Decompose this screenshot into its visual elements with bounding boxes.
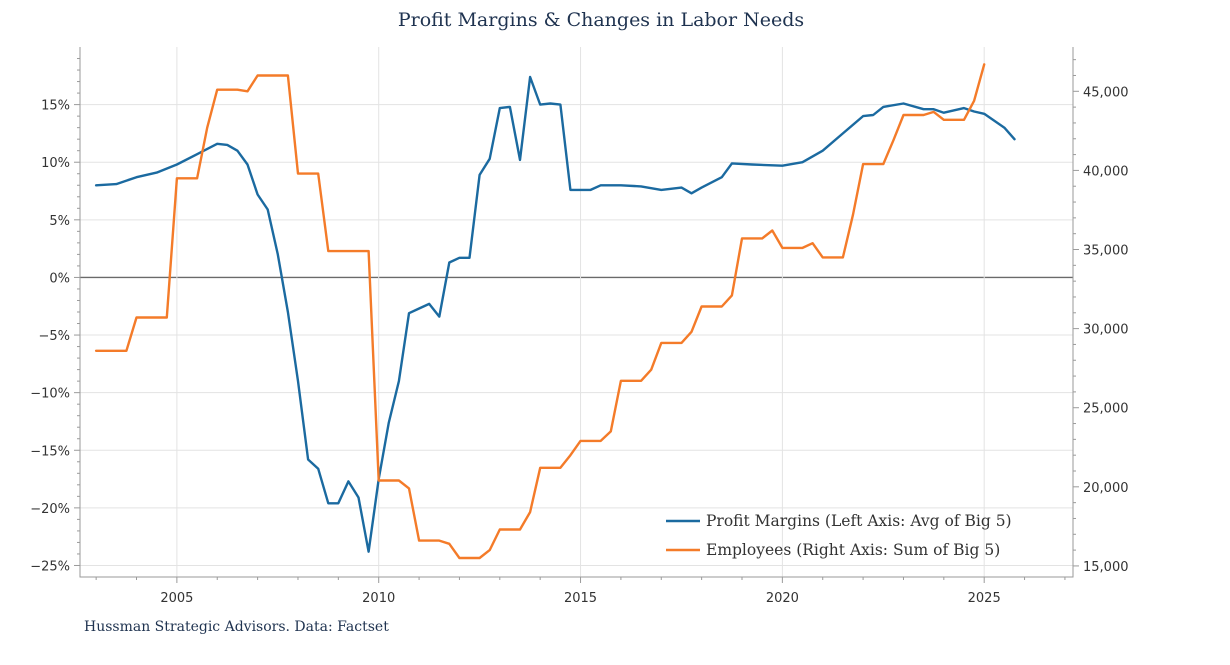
y-left-tick-label: 0%: [49, 271, 70, 286]
y-right-tick-label: 30,000: [1083, 323, 1129, 338]
axis-layer: 15% 10% 5% 0% −5% −10% −15% −20% −25% 45,000 40,00…: [30, 47, 1129, 606]
grid-layer: [80, 47, 1073, 577]
y-left-tick-label: −20%: [30, 502, 70, 517]
profit-margins-line: [94, 75, 1016, 553]
plot-frame: [79, 47, 1074, 578]
x-tick-label: 2020: [766, 591, 799, 606]
chart-title: Profit Margins & Changes in Labor Needs: [398, 9, 804, 31]
y-right-tick-label: 15,000: [1083, 560, 1129, 575]
y-left-tick-label: −15%: [30, 444, 70, 459]
x-tick-label: 2010: [362, 591, 395, 606]
y-left-tick-label: −5%: [38, 329, 70, 344]
source-note: Hussman Strategic Advisors. Data: Factse…: [84, 619, 389, 635]
series-layer: [94, 63, 1016, 560]
y-right-tick-label: 35,000: [1083, 244, 1129, 259]
y-right-tick-label: 40,000: [1083, 164, 1129, 179]
x-tick-label: 2005: [160, 591, 193, 606]
legend: Profit Margins (Left Axis: Avg of Big 5)…: [666, 512, 1012, 559]
x-tick-label: 2025: [968, 591, 1001, 606]
y-left-tick-label: 5%: [49, 214, 70, 229]
y-right-tick-label: 45,000: [1083, 85, 1129, 100]
y-left-tick-label: −25%: [30, 559, 70, 574]
x-tick-label: 2015: [564, 591, 597, 606]
y-left-tick-label: 10%: [41, 156, 70, 171]
legend-label-employees: Employees (Right Axis: Sum of Big 5): [706, 541, 1000, 559]
employees-line: [94, 63, 986, 560]
y-right-tick-label: 25,000: [1083, 402, 1129, 417]
y-left-tick-label: −10%: [30, 387, 70, 402]
y-right-tick-label: 20,000: [1083, 481, 1129, 496]
legend-label-profit: Profit Margins (Left Axis: Avg of Big 5): [706, 512, 1012, 530]
y-left-tick-label: 15%: [41, 99, 70, 114]
